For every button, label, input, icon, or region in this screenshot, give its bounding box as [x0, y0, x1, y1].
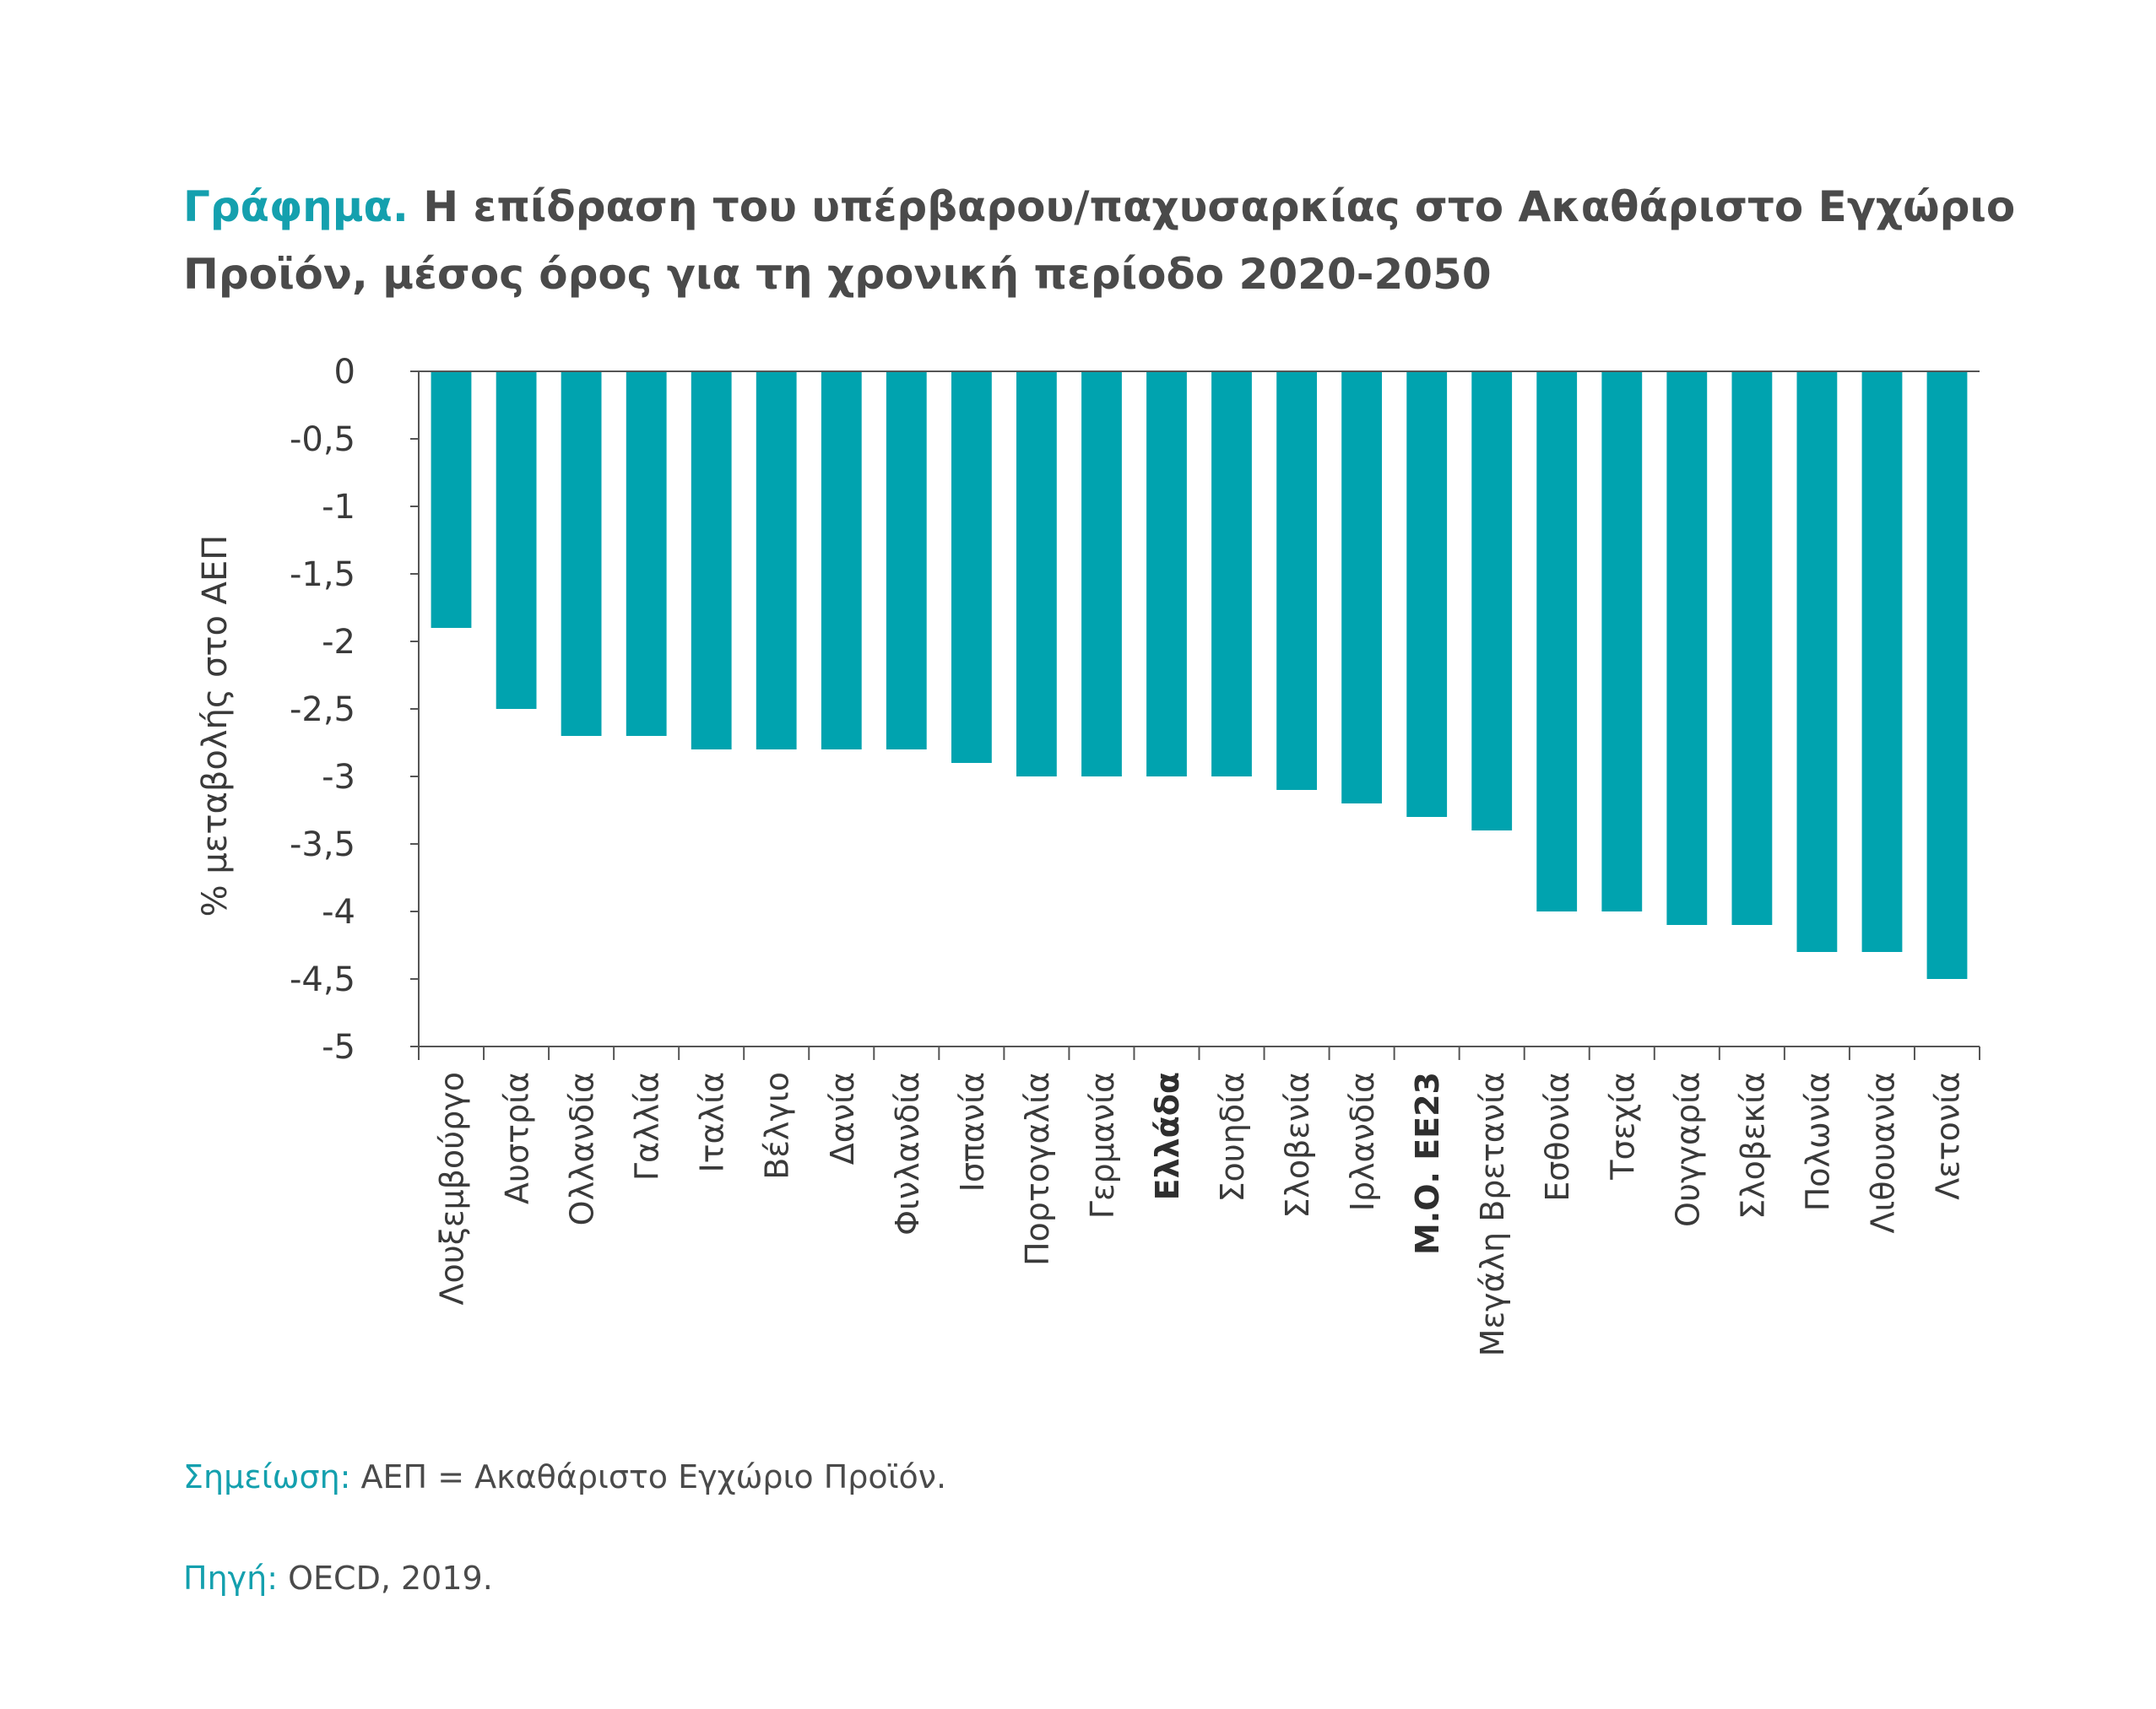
x-tick-label: Εσθονία [1539, 1072, 1576, 1202]
x-tick-label: Ουγγαρία [1669, 1072, 1706, 1227]
source-text: Πηγή: OECD, 2019. [183, 1560, 493, 1597]
bars-group [431, 371, 1968, 979]
y-ticks-group: 0 -0,5 -1 -1,5 -2 -2,5 -3 -3,5 -4 -4,5 -5 [290, 353, 419, 1067]
x-tick-label: Λετονία [1929, 1072, 1966, 1200]
y-tick-label: -5 [322, 1028, 355, 1067]
x-tick-label: Ιταλία [694, 1072, 731, 1173]
note-body: ΑΕΠ = Ακαθάριστο Εγχώριο Προϊόν. [350, 1458, 947, 1495]
x-tick-label: Γαλλία [629, 1072, 666, 1181]
y-tick-label: -4,5 [290, 960, 355, 999]
bar [886, 371, 927, 749]
bar [1341, 371, 1382, 803]
bar-chart: 0 -0,5 -1 -1,5 -2 -2,5 -3 -3,5 -4 -4,5 -5 Λουξεμβο… [196, 353, 1980, 1356]
x-tick-label: Σουηδία [1214, 1072, 1251, 1203]
bar [821, 371, 862, 749]
axes-group [418, 370, 1980, 1060]
x-tick-label: Φινλανδία [889, 1072, 926, 1236]
note-lead: Σημείωση: [183, 1458, 351, 1495]
y-tick-label: -2 [322, 623, 355, 662]
y-tick-label: -1 [322, 488, 355, 527]
bar [1536, 371, 1578, 911]
bar [431, 371, 472, 628]
y-tick-label: -0,5 [290, 420, 355, 459]
bar [1081, 371, 1122, 776]
x-tick-label: Τσεχία [1604, 1072, 1641, 1181]
bar [1926, 371, 1968, 979]
x-tick-label: Πολωνία [1799, 1072, 1836, 1211]
x-tick-label: Μεγάλη Βρετανία [1474, 1072, 1511, 1356]
bar [496, 371, 537, 709]
x-labels-group: Λουξεμβούργο Αυστρία Ολλανδία Γαλλία Ιταλία Β… [434, 1072, 1967, 1356]
bar [1796, 371, 1838, 952]
x-tick-label: Γερμανία [1084, 1072, 1121, 1219]
bar [1211, 371, 1252, 776]
x-tick-label: Λιθουανία [1864, 1072, 1901, 1234]
bar [1146, 371, 1187, 776]
y-tick-label: -1,5 [290, 555, 355, 594]
x-tick-label: Λουξεμβούργο [434, 1072, 471, 1305]
bar [1731, 371, 1773, 925]
y-tick-label: 0 [334, 353, 355, 392]
x-tick-label: Σλοβεκία [1734, 1072, 1771, 1220]
bar [626, 371, 667, 736]
bar [756, 371, 797, 749]
x-tick-label: Δανία [824, 1072, 861, 1165]
x-tick-label: Βέλγιο [759, 1072, 796, 1180]
x-tick-label: Πορτογαλία [1019, 1072, 1056, 1266]
x-tick-label: Ισπανία [954, 1072, 991, 1192]
x-tick-label: Αυστρία [499, 1072, 536, 1204]
source-lead: Πηγή: [183, 1560, 279, 1597]
bar [1666, 371, 1708, 925]
bar [1276, 371, 1317, 790]
chart-title: Γράφημα. Η επίδραση του υπέρβαρου/παχυσα… [183, 173, 2023, 308]
x-tick-label: Ιρλανδία [1344, 1072, 1381, 1211]
bar [1016, 371, 1057, 776]
y-tick-label: -3 [322, 758, 355, 797]
y-axis-label: % μεταβολής στο ΑΕΠ [196, 535, 235, 917]
y-tick-label: -4 [322, 893, 355, 932]
chart-title-lead: Γράφημα. [183, 182, 409, 231]
y-tick-label: -2,5 [290, 690, 355, 729]
x-tick-label: Ολλανδία [564, 1072, 601, 1225]
x-tick-label: Σλοβενία [1279, 1072, 1316, 1219]
bar [691, 371, 732, 749]
x-tick-label: Ελλάδα [1149, 1072, 1186, 1200]
note-text: Σημείωση: ΑΕΠ = Ακαθάριστο Εγχώριο Προϊό… [183, 1458, 946, 1495]
chart-title-text: Η επίδραση του υπέρβαρου/παχυσαρκίας στο… [183, 182, 2016, 299]
source-body: OECD, 2019. [278, 1560, 493, 1597]
bar [951, 371, 992, 763]
y-tick-label: -3,5 [290, 825, 355, 864]
bar [1406, 371, 1448, 817]
bar [1471, 371, 1513, 830]
x-tick-label: Μ.Ο. ΕΕ23 [1409, 1072, 1446, 1255]
bar [561, 371, 602, 736]
bar [1601, 371, 1643, 911]
bar [1861, 371, 1903, 952]
